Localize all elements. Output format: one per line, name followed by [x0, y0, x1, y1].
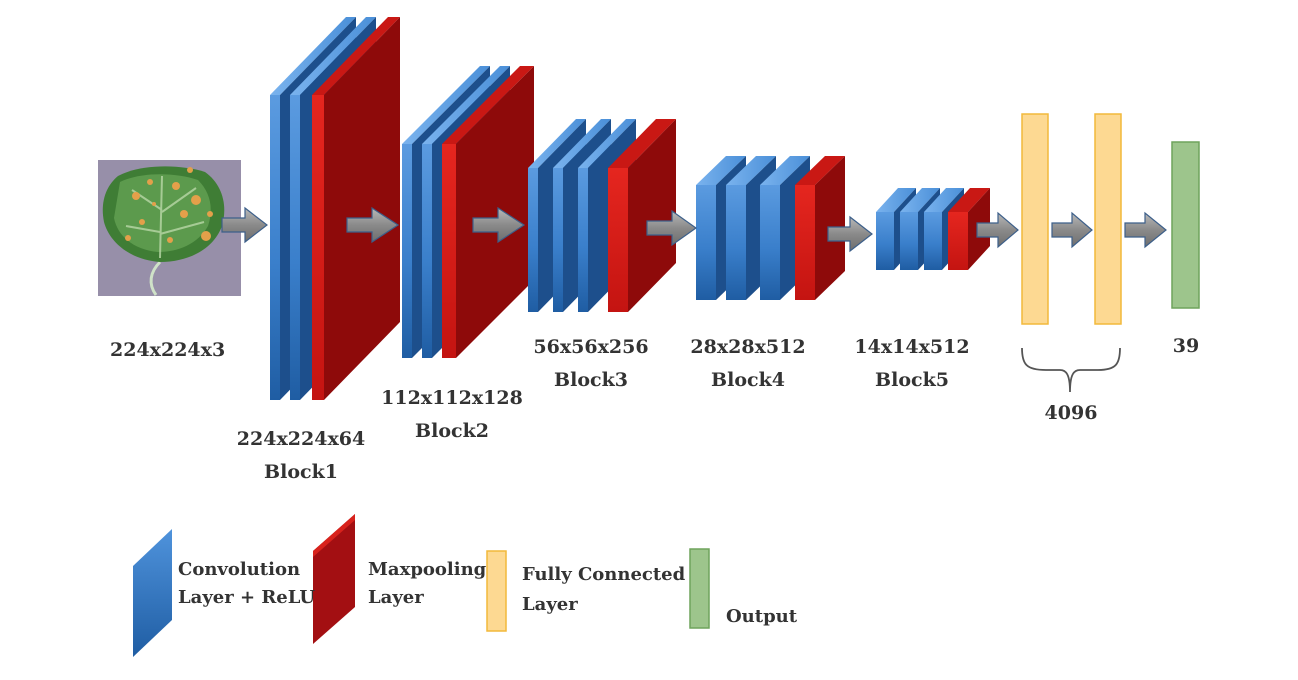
maxpool-layer	[795, 156, 845, 300]
legend-conv-swatch	[133, 529, 172, 657]
flow-arrow	[1051, 211, 1093, 249]
legend-fc-label-line1: Fully Connected	[522, 564, 686, 585]
flow-arrow	[221, 206, 268, 244]
flow-arrow	[346, 206, 400, 244]
block2-name-label: Block2	[415, 420, 489, 442]
block1-name-label: Block1	[264, 461, 338, 483]
block2-layers	[402, 66, 534, 358]
block3-dims-label: 56x56x256	[533, 336, 649, 358]
maxpool-layer	[442, 66, 534, 358]
block1-dims-label: 224x224x64	[236, 428, 366, 450]
output-units-label: 39	[1172, 335, 1200, 357]
legend-output-label: Output	[726, 606, 798, 627]
block2-dims-label: 112x112x128	[381, 387, 523, 409]
maxpool-layer	[312, 17, 400, 400]
block1-layers	[270, 17, 400, 400]
flow-arrow	[1124, 211, 1167, 249]
block4-layers	[696, 156, 845, 300]
flow-arrow	[827, 215, 873, 253]
legend-fc-label-line2: Layer	[522, 594, 578, 615]
flow-arrow	[472, 206, 526, 244]
block4-name-label: Block4	[711, 369, 785, 391]
output-layer	[1171, 141, 1200, 309]
block5-dims-label: 14x14x512	[854, 336, 970, 358]
flow-arrow	[646, 209, 698, 247]
fc-units-label: 4096	[1044, 402, 1098, 424]
flow-arrow	[976, 211, 1019, 249]
fc-layer-1	[1021, 113, 1049, 325]
legend-output-swatch	[689, 548, 710, 629]
legend-conv-label-line1: Convolution	[178, 559, 301, 580]
block3-name-label: Block3	[554, 369, 628, 391]
block3-layers	[528, 119, 676, 312]
input-leaf-image	[98, 160, 241, 296]
legend-conv-label-line2: Layer + ReLU	[178, 587, 316, 608]
block4-dims-label: 28x28x512	[690, 336, 806, 358]
block5-layers	[876, 188, 990, 270]
maxpool-layer	[608, 119, 676, 312]
legend-maxpool-label-line2: Layer	[368, 587, 424, 608]
input-dims-label: 224x224x3	[110, 339, 226, 361]
legend-maxpool-label-line1: Maxpooling	[368, 559, 487, 580]
fc-brace	[1021, 347, 1121, 393]
block5-name-label: Block5	[875, 369, 949, 391]
legend-maxpool-swatch	[313, 514, 355, 644]
fc-layer-2	[1094, 113, 1122, 325]
legend-fc-swatch	[486, 550, 507, 632]
